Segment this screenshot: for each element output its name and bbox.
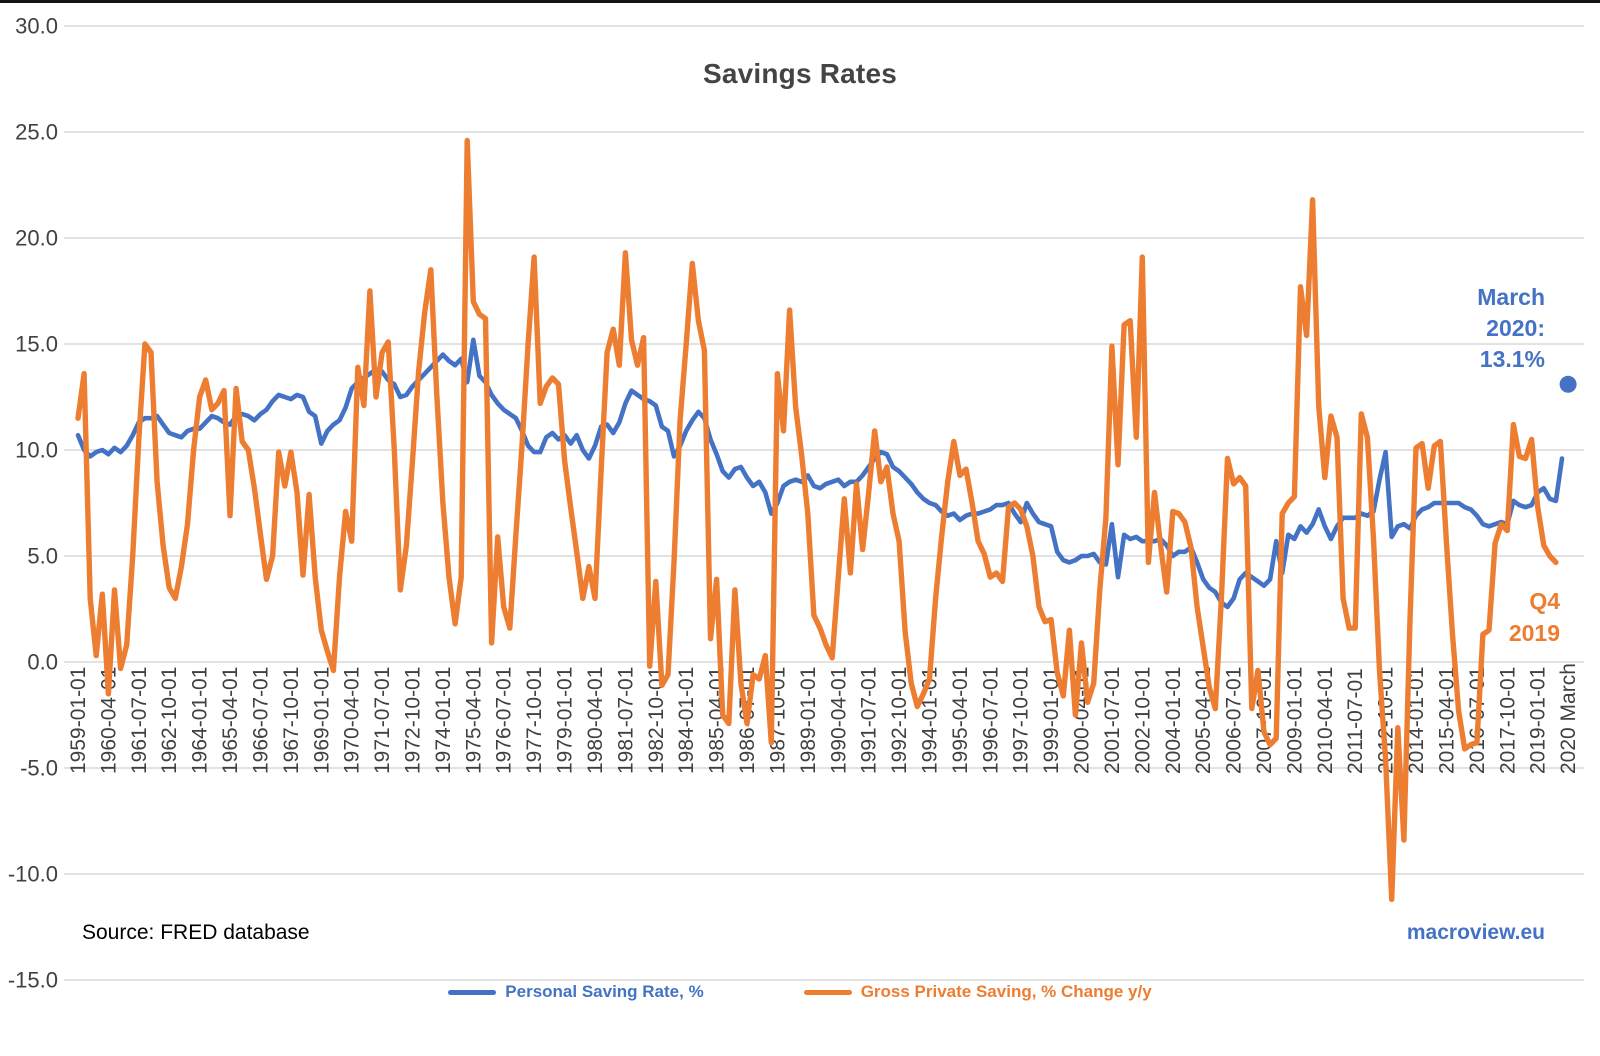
x-axis-tick-label: 1979-01-01 [554, 667, 577, 774]
x-axis-tick-label: 1974-01-01 [432, 667, 455, 774]
x-axis-tick-label: 1960-04-01 [97, 667, 120, 774]
x-axis-tick-label: 1969-01-01 [310, 667, 333, 774]
x-axis-tick-label: 1962-10-01 [158, 667, 181, 774]
x-axis-tick-label: 1975-04-01 [462, 667, 485, 774]
x-axis-tick-label: 1992-10-01 [888, 667, 911, 774]
x-axis-tick-label: 1989-01-01 [797, 667, 820, 774]
x-axis-tick-label: 2010-04-01 [1314, 667, 1337, 774]
x-axis-tick-label: 1964-01-01 [189, 667, 212, 774]
x-axis-tick-label: 1999-01-01 [1040, 667, 1063, 774]
legend-line-swatch-blue [448, 989, 497, 995]
x-axis-tick-label: 1997-10-01 [1010, 667, 1033, 774]
x-axis-tick-label: 2009-01-01 [1283, 667, 1306, 774]
chart-title: Savings Rates [702, 58, 898, 89]
x-axis-tick-label: 1961-07-01 [128, 667, 151, 774]
series-line-personal-saving-rate [75, 337, 1565, 610]
x-axis-tick-label: 1990-04-01 [827, 667, 850, 774]
x-axis-tick-label: 1965-04-01 [219, 667, 242, 774]
y-axis-tick-label: 20.0 [15, 226, 58, 251]
annotation-line: March [1477, 284, 1545, 310]
annotation-line: 2020: [1486, 315, 1545, 341]
annotation-line: Q4 [1529, 588, 1560, 614]
legend-line-swatch-orange [803, 989, 852, 995]
legend-item-personal-saving-rate: Personal Saving Rate, % [448, 982, 704, 1002]
x-axis-tick-label: 1984-01-01 [675, 667, 698, 774]
x-axis-tick-label: 2020 March [1557, 663, 1580, 774]
x-axis-tick-label: 1976-07-01 [493, 667, 516, 774]
y-axis-tick-label: -5.0 [20, 756, 58, 781]
x-axis-tick-label: 2001-07-01 [1101, 667, 1124, 774]
y-axis-tick-label: 5.0 [27, 544, 58, 569]
top-border-strip [0, 0, 1600, 3]
x-axis-tick-label: 1966-07-01 [250, 667, 273, 774]
series-line-gross-private-saving [75, 137, 1559, 903]
x-axis-tick-label: 2017-10-01 [1496, 667, 1519, 774]
source-note: Source: FRED database [82, 921, 310, 944]
x-axis-tick-label: 2004-01-01 [1162, 667, 1185, 774]
legend-label: Gross Private Saving, % Change y/y [860, 982, 1152, 1001]
x-axis-tick-label: 1971-07-01 [371, 667, 394, 774]
x-axis-tick-label: 1991-07-01 [858, 667, 881, 774]
x-axis-tick-label: 2019-01-01 [1527, 667, 1550, 774]
chart-legend: Personal Saving Rate, % Gross Private Sa… [0, 982, 1600, 1002]
y-axis-tick-label: 10.0 [15, 438, 58, 463]
brand-link: macroview.eu [1406, 921, 1545, 944]
x-axis-tick-label: 1970-04-01 [341, 667, 364, 774]
x-axis-tick-label: 2005-04-01 [1192, 667, 1215, 774]
x-axis-tick-label: 2011-07-01 [1344, 668, 1367, 774]
x-axis-tick-label: 1980-04-01 [584, 667, 607, 774]
x-axis-tick-label: 1967-10-01 [280, 667, 303, 774]
x-axis-tick-label: 1996-07-01 [979, 667, 1002, 774]
x-axis-tick-label: 1959-01-01 [67, 667, 90, 774]
legend-item-gross-private-saving: Gross Private Saving, % Change y/y [803, 982, 1152, 1002]
y-axis-tick-label: 25.0 [15, 120, 58, 145]
x-axis-tick-label: 1995-04-01 [949, 667, 972, 774]
x-axis-tick-label: 1981-07-01 [614, 667, 637, 774]
y-axis-tick-label: 0.0 [27, 650, 58, 675]
x-axis-tick-label: 2015-04-01 [1436, 667, 1459, 774]
x-axis-tick-label: 1972-10-01 [402, 667, 425, 774]
march-2020-data-point [1559, 375, 1577, 393]
x-axis-tick-label: 2002-10-01 [1131, 667, 1154, 774]
x-axis-tick-label: 2014-01-01 [1405, 667, 1428, 774]
annotation-line: 2019 [1508, 620, 1560, 646]
y-axis-tick-label: -15.0 [8, 968, 58, 993]
y-axis-tick-label: 15.0 [15, 332, 58, 357]
x-axis-tick-label: 1977-10-01 [523, 667, 546, 774]
annotation-line: 13.1% [1479, 346, 1545, 372]
y-axis-tick-label: -10.0 [8, 862, 58, 887]
legend-label: Personal Saving Rate, % [505, 982, 704, 1001]
march-2020-annotation: March 2020: 13.1% [1477, 282, 1545, 375]
x-axis-tick-label: 2006-07-01 [1223, 667, 1246, 774]
q4-2019-annotation: Q4 2019 [1509, 585, 1560, 649]
x-axis-tick-label: 1982-10-01 [645, 667, 668, 774]
y-axis-tick-label: 30.0 [15, 14, 58, 39]
